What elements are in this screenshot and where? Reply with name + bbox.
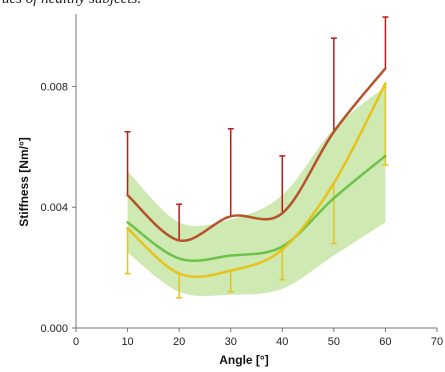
x-tick-label: 0	[73, 336, 79, 348]
figure-caption: ues of healthy subjects.	[2, 0, 141, 8]
confidence-band-layer	[127, 86, 386, 297]
x-tick-label: 10	[121, 336, 133, 348]
x-tick-label: 40	[276, 336, 288, 348]
error-bar-layer	[124, 16, 389, 299]
x-tick-label: 50	[328, 336, 340, 348]
series-2-band	[127, 86, 386, 297]
series-0-line	[126, 67, 387, 242]
series-1-line	[126, 82, 387, 279]
series-line-layer	[126, 67, 387, 279]
y-tick-label: 0.008	[40, 81, 68, 93]
x-tick-label: 60	[379, 336, 391, 348]
x-tick-label: 20	[173, 336, 185, 348]
axes-layer: 0 10 20 30 40 50 60 70 0.000 0.004 0.008	[40, 14, 443, 348]
series-2-line	[126, 154, 387, 262]
y-tick-label: 0.000	[40, 323, 68, 335]
y-axis-label: Stiffness [Nm/°]	[17, 137, 31, 226]
y-tick-label: 0.004	[40, 202, 68, 214]
x-tick-label: 30	[225, 336, 237, 348]
x-tick-label: 70	[431, 336, 443, 348]
x-axis-label: Angle [°]	[219, 353, 268, 367]
